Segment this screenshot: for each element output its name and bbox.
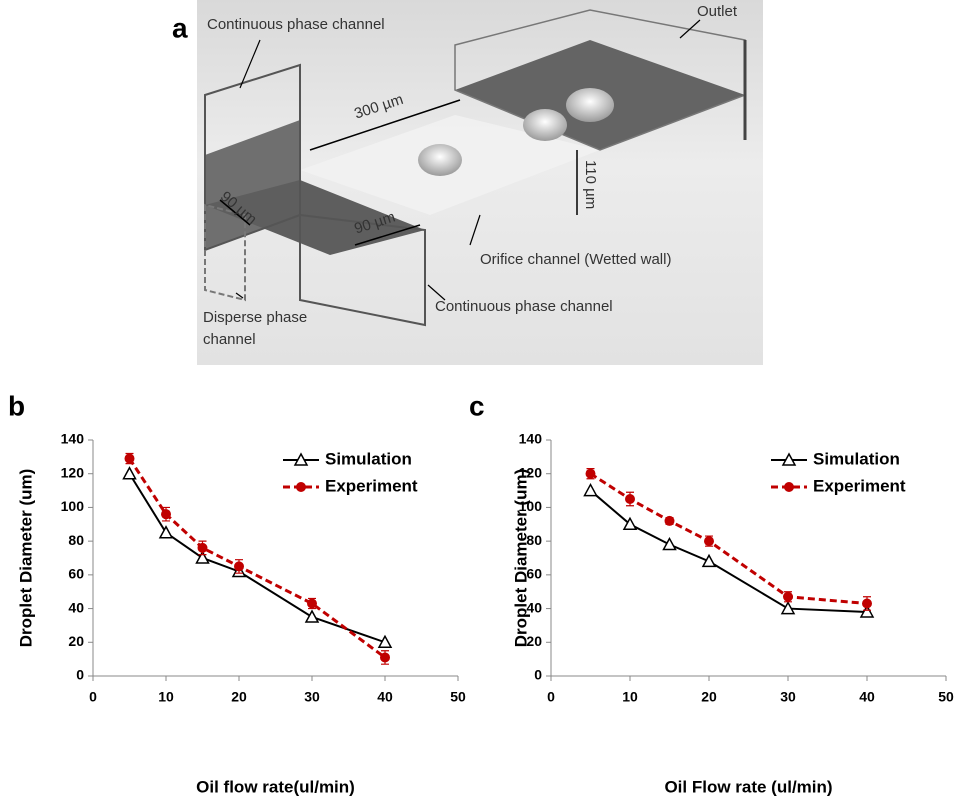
marker — [124, 468, 136, 479]
panel-label: a — [172, 12, 188, 43]
diagram-label: Disperse phase — [203, 309, 307, 326]
x-tick-label: 40 — [859, 689, 875, 705]
x-tick-label: 20 — [701, 689, 717, 705]
diagram-label: 110 µm — [582, 160, 599, 209]
y-axis-title: Droplet Diameter (um) — [511, 469, 530, 648]
y-axis-title: Droplet Diameter (um) — [16, 469, 35, 648]
legend-label: Simulation — [813, 449, 900, 468]
diagram-label: Continuous phase channel — [435, 298, 613, 315]
marker — [586, 469, 596, 479]
marker — [161, 509, 171, 519]
legend-label: Simulation — [325, 449, 412, 468]
diagram: a Continuous phase channel Outlet 300 µm… — [172, 0, 763, 365]
y-tick-label: 140 — [519, 431, 543, 447]
marker — [307, 599, 317, 609]
y-tick-label: 100 — [61, 498, 85, 514]
marker — [585, 485, 597, 496]
y-tick-label: 0 — [534, 667, 542, 683]
diagram-label: Outlet — [697, 3, 738, 20]
droplet — [523, 109, 567, 141]
y-tick-label: 120 — [61, 464, 85, 480]
x-tick-label: 30 — [780, 689, 796, 705]
marker — [234, 561, 244, 571]
y-tick-label: 140 — [61, 431, 85, 447]
marker — [160, 527, 172, 538]
marker — [125, 454, 135, 464]
legend-label: Experiment — [813, 476, 906, 495]
x-tick-label: 0 — [547, 689, 555, 705]
x-tick-label: 10 — [158, 689, 174, 705]
x-tick-label: 30 — [304, 689, 320, 705]
marker — [665, 516, 675, 526]
series-line — [130, 474, 386, 643]
x-axis-title: Oil flow rate(ul/min) — [196, 777, 355, 796]
x-tick-label: 50 — [450, 689, 466, 705]
legend-marker — [784, 482, 794, 492]
marker — [198, 543, 208, 553]
x-axis-title: Oil Flow rate (ul/min) — [664, 777, 832, 796]
diagram-label: Continuous phase channel — [207, 16, 385, 33]
x-tick-label: 40 — [377, 689, 393, 705]
y-tick-label: 80 — [68, 532, 84, 548]
marker — [380, 652, 390, 662]
droplet — [418, 144, 462, 176]
x-tick-label: 50 — [938, 689, 954, 705]
legend-label: Experiment — [325, 476, 418, 495]
y-tick-label: 20 — [68, 633, 84, 649]
diagram-label: channel — [203, 331, 256, 348]
y-tick-label: 60 — [68, 566, 84, 582]
legend-marker — [296, 482, 306, 492]
marker — [664, 539, 676, 550]
x-tick-label: 0 — [89, 689, 97, 705]
y-tick-label: 40 — [68, 599, 84, 615]
marker — [703, 555, 715, 566]
y-tick-label: 0 — [76, 667, 84, 683]
marker — [704, 536, 714, 546]
x-tick-label: 10 — [622, 689, 638, 705]
diagram-label: Orifice channel (Wetted wall) — [480, 251, 671, 268]
panel-label: b — [8, 390, 25, 421]
marker — [625, 494, 635, 504]
marker — [862, 599, 872, 609]
series-line — [591, 491, 868, 612]
marker — [783, 592, 793, 602]
x-tick-label: 20 — [231, 689, 247, 705]
figure: a Continuous phase channel Outlet 300 µm… — [0, 0, 967, 802]
marker — [306, 611, 318, 622]
panel-label: c — [469, 390, 485, 421]
droplet — [566, 88, 614, 122]
